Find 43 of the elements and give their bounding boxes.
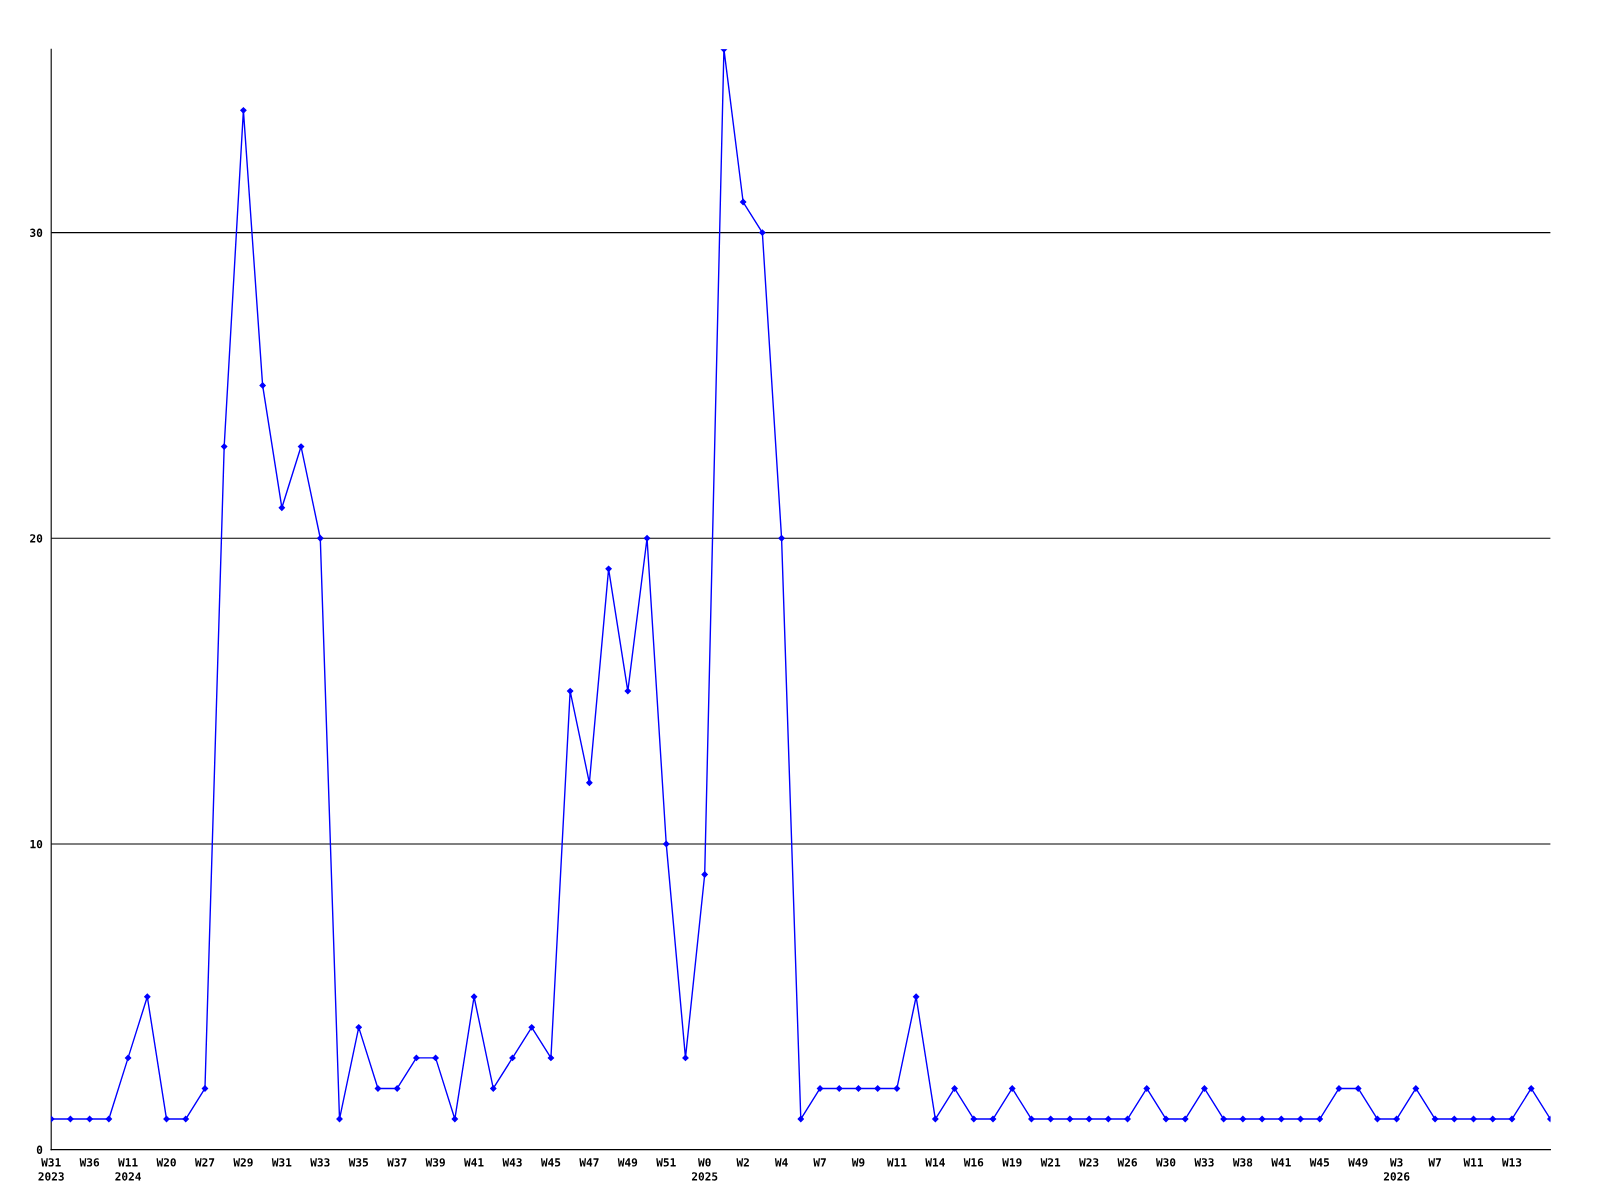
x-tick-label: W45 (1309, 1158, 1330, 1167)
x-tick-label: W51 (656, 1158, 676, 1167)
x-tick-label: W2 (736, 1158, 749, 1167)
x-tick-label: W33 (1194, 1158, 1214, 1167)
x-tick-label: W41 (1271, 1158, 1291, 1167)
y-tick-label: 30 (30, 228, 43, 237)
x-tick-label: W35 (348, 1158, 369, 1167)
x-tick-label: W9 (851, 1158, 865, 1167)
x-tick-label: W0 2025 (691, 1158, 718, 1181)
x-tick-label: W16 (963, 1158, 984, 1167)
x-tick-label: W39 (425, 1158, 445, 1167)
x-tick-label: W49 (1348, 1158, 1368, 1167)
x-tick-label: W13 (1501, 1158, 1522, 1167)
x-tick-label: W30 (1155, 1158, 1176, 1167)
x-tick-label: W43 (502, 1158, 522, 1167)
y-tick-label: 20 (30, 534, 43, 543)
x-tick-label: W41 (464, 1158, 484, 1167)
y-tick-label: 10 (30, 839, 43, 849)
x-tick-label: W21 (1040, 1158, 1061, 1167)
x-tick-label: W49 (617, 1158, 638, 1167)
x-tick-label: W7 (1428, 1158, 1441, 1167)
x-tick-label: W14 (925, 1158, 945, 1167)
x-tick-label: W45 (540, 1158, 561, 1167)
x-tick-label: W11 (1463, 1158, 1484, 1167)
x-tick-label: W37 (387, 1158, 407, 1167)
x-tick-label: W7 (813, 1158, 826, 1167)
x-tick-label: W26 (1117, 1158, 1137, 1167)
x-tick-label: W36 (79, 1158, 100, 1167)
y-tick-label: 0 (36, 1145, 43, 1154)
x-tick-label: W38 (1232, 1158, 1253, 1167)
x-tick-label: W11 2024 (115, 1158, 141, 1181)
x-tick-label: W29 (233, 1158, 253, 1167)
x-tick-label: W3 2026 (1383, 1158, 1410, 1181)
x-tick-label: W27 (194, 1158, 215, 1167)
x-tick-label: W31 2023 (38, 1158, 64, 1181)
x-tick-label: W11 (886, 1158, 907, 1167)
x-tick-label: W20 (156, 1158, 176, 1167)
x-tick-label: W23 (1079, 1158, 1099, 1167)
x-tick-label: W31 (271, 1158, 292, 1167)
x-tick-label: W19 (1002, 1158, 1022, 1167)
x-tick-label: W4 (774, 1158, 788, 1167)
x-tick-label: W47 (579, 1158, 599, 1167)
x-tick-label: W33 (310, 1158, 330, 1167)
